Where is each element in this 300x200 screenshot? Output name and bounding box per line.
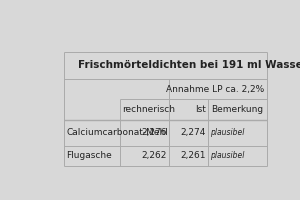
Text: Ist: Ist bbox=[195, 105, 206, 114]
Text: Frischmörteldichten bei 191 ml Wasser: Frischmörteldichten bei 191 ml Wasser bbox=[78, 60, 300, 70]
Text: Annahme LP ca. 2,2%: Annahme LP ca. 2,2% bbox=[166, 85, 264, 94]
Text: plausibel: plausibel bbox=[210, 151, 244, 160]
Text: Calciumcarbonat-Mehl: Calciumcarbonat-Mehl bbox=[67, 128, 168, 137]
Text: 2,261: 2,261 bbox=[181, 151, 206, 160]
Text: Flugasche: Flugasche bbox=[67, 151, 112, 160]
Text: rechnerisch: rechnerisch bbox=[122, 105, 176, 114]
Text: plausibel: plausibel bbox=[210, 128, 244, 137]
Text: Bemerkung: Bemerkung bbox=[211, 105, 263, 114]
Text: 2,276: 2,276 bbox=[141, 128, 167, 137]
Text: 2,262: 2,262 bbox=[141, 151, 166, 160]
Text: 2,274: 2,274 bbox=[181, 128, 206, 137]
